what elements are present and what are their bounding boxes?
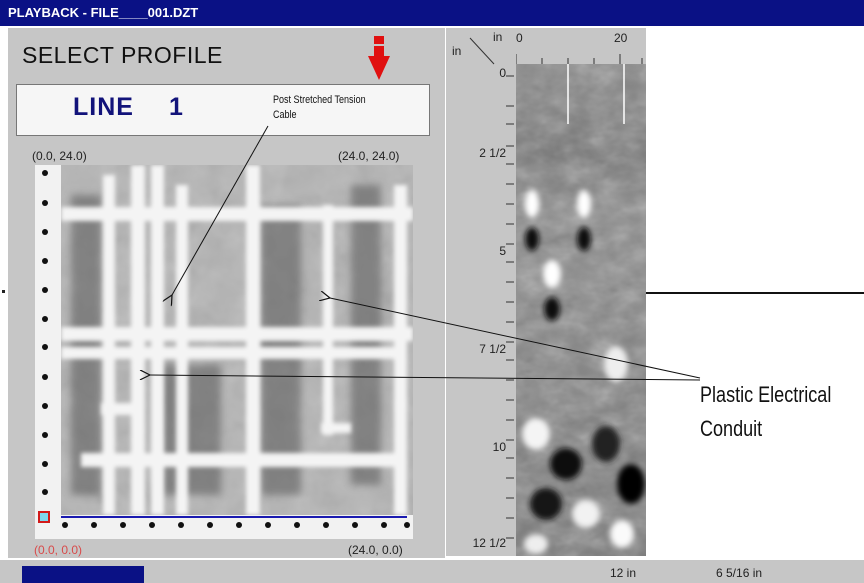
profile-line-markers-horizontal[interactable] [35,519,413,539]
radargram-panel: in in 0 20 0 2 1/2 5 7 1/2 10 12 1/2 [446,28,646,556]
line-selector[interactable]: LINE 1 Post Stretched Tension Cable [16,84,430,136]
depth-tick-label: 10 [492,440,506,454]
cable-annotation-line2: Cable [273,109,297,121]
corner-top-left-label: (0.0, 24.0) [32,149,87,163]
corner-bottom-right-label: (24.0, 0.0) [348,543,403,557]
corner-bottom-left-label: (0.0, 0.0) [34,543,83,557]
depth-unit-label: in [452,44,462,58]
distance-unit-label: in [493,30,503,44]
cable-annotation-line1: Post Stretched Tension [273,94,366,106]
depth-tick-label: 0 [499,66,506,80]
status-position: 6 5/16 in [716,566,763,580]
conduit-annotation: Plastic Electrical Conduit [700,378,831,446]
corner-top-right-label: (24.0, 24.0) [338,149,400,163]
depth-tick-label: 12 1/2 [472,536,506,550]
window-title: PLAYBACK - FILE____001.DZT [0,0,864,26]
cable-annotation: Post Stretched Tension Cable [273,93,366,123]
status-depth: 12 in [610,566,637,580]
trace-cursor-line [646,292,864,294]
status-bar: 12 in 6 5/16 in [0,560,864,583]
origin-marker[interactable] [38,511,50,523]
axis-corner-divider [469,37,495,65]
trace-panel [646,28,864,556]
conduit-annotation-line1: Plastic Electrical [700,382,832,407]
profile-line-indicator [61,516,407,518]
x-tick-label: 0 [516,31,523,45]
depth-tick-label: 7 1/2 [479,342,506,356]
status-progress-block [22,566,144,583]
line-number: 1 [169,93,183,121]
plan-view-scan[interactable] [35,165,413,539]
depth-tick-label: 2 1/2 [479,146,506,160]
depth-tick-label: 5 [499,244,506,258]
down-arrow-icon[interactable] [368,36,390,80]
profile-line-markers-vertical[interactable] [35,165,55,515]
select-profile-panel: SELECT PROFILE LINE 1 Post Stretched Ten… [8,28,445,558]
x-axis-ticks [516,54,643,64]
depth-axis-ticks [506,75,514,539]
radargram-image[interactable] [516,64,646,556]
line-label: LINE [73,93,134,121]
conduit-annotation-line2: Conduit [700,416,763,441]
edge-marker [2,290,5,293]
x-tick-label: 20 [614,31,628,45]
select-profile-heading: SELECT PROFILE [22,42,223,68]
scan-image [61,165,413,515]
